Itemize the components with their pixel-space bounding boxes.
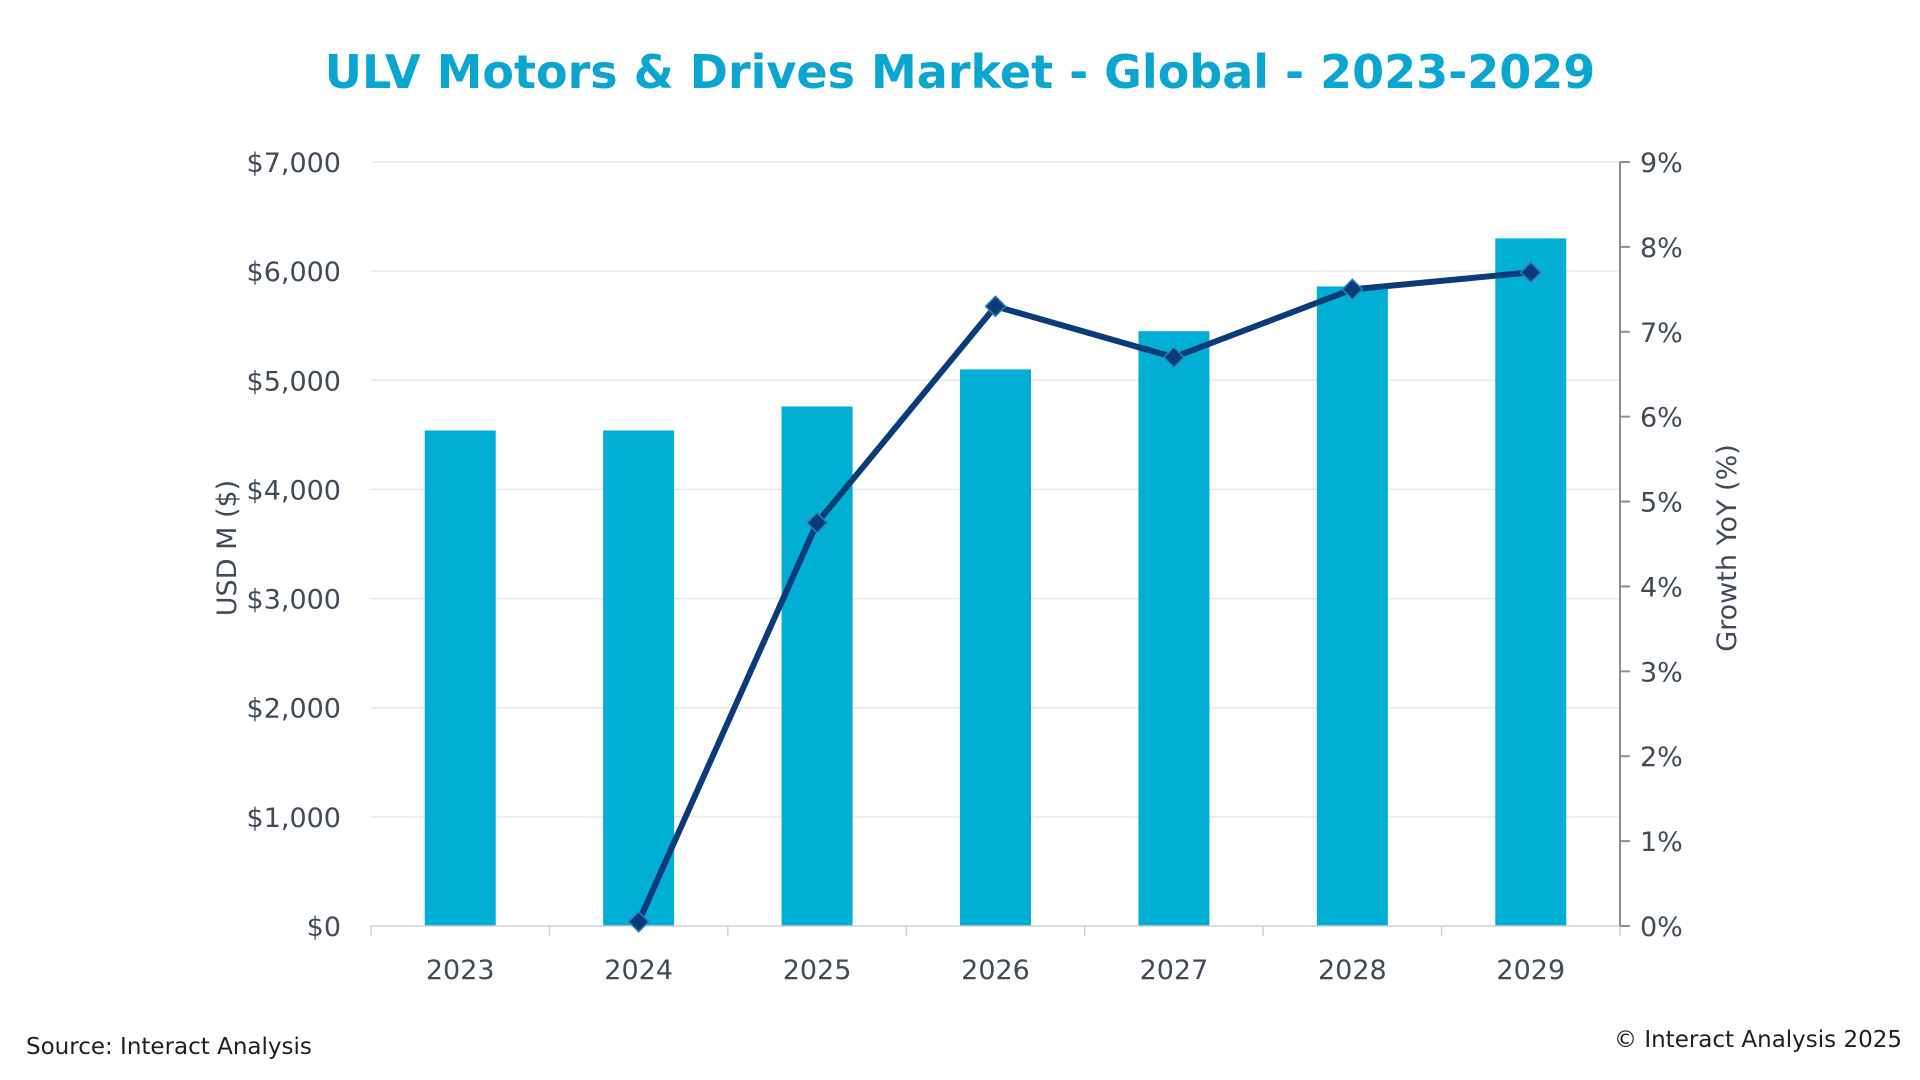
bar-2027 <box>1138 331 1210 927</box>
bar-2023 <box>424 430 496 926</box>
x-tick-label: 2028 <box>1318 955 1387 986</box>
right-axis-ticks: 0% 1% 2% 3% 4% 5% 6% 7% 8% 9% <box>1640 148 1683 943</box>
growth-marker-2027 <box>1162 346 1185 369</box>
x-tick-label: 2025 <box>783 955 852 986</box>
axes <box>370 161 1630 936</box>
right-tick-label: 0% <box>1640 912 1683 943</box>
growth-marker-2028 <box>1341 278 1364 301</box>
bar-2028 <box>1316 286 1388 926</box>
x-tick-label: 2026 <box>961 955 1030 986</box>
left-tick-label: $0 <box>307 912 341 943</box>
x-tick-label: 2023 <box>426 955 495 986</box>
right-tick-label: 6% <box>1640 403 1683 434</box>
copyright-note: © Interact Analysis 2025 <box>1614 1027 1902 1053</box>
left-tick-label: $4,000 <box>247 475 341 506</box>
x-tick-label: 2027 <box>1140 955 1209 986</box>
source-note: Source: Interact Analysis <box>26 1034 312 1060</box>
x-axis-ticks: 2023 2024 2025 2026 2027 2028 2029 <box>426 955 1565 986</box>
left-tick-label: $3,000 <box>247 585 341 616</box>
bar-2025 <box>781 406 853 927</box>
left-axis-ticks: $0 $1,000 $2,000 $3,000 $4,000 $5,000 $6,000 $7… <box>247 148 341 943</box>
right-axis-title: Growth YoY (%) <box>1712 444 1743 652</box>
bar-series <box>424 238 1567 927</box>
right-tick-label: 8% <box>1640 233 1683 264</box>
left-tick-label: $1,000 <box>247 803 341 834</box>
right-tick-label: 9% <box>1640 148 1683 179</box>
growth-marker-2029 <box>1519 261 1542 284</box>
right-tick-label: 2% <box>1640 742 1683 773</box>
bar-2026 <box>960 369 1031 926</box>
growth-marker-2026 <box>984 295 1007 318</box>
right-tick-label: 7% <box>1640 318 1683 349</box>
right-tick-label: 5% <box>1640 488 1683 519</box>
left-tick-label: $7,000 <box>247 148 341 179</box>
growth-marker-2025 <box>806 511 829 534</box>
right-tick-label: 3% <box>1640 657 1683 688</box>
x-tick-label: 2024 <box>604 955 673 986</box>
left-tick-label: $6,000 <box>247 257 341 288</box>
growth-line-series <box>627 261 1542 933</box>
growth-line <box>635 269 1534 925</box>
left-tick-label: $2,000 <box>247 694 341 725</box>
right-tick-label: 4% <box>1640 572 1683 603</box>
bar-2029 <box>1495 238 1567 926</box>
x-tick-label: 2029 <box>1496 955 1565 986</box>
left-tick-label: $5,000 <box>247 366 341 397</box>
right-tick-label: 1% <box>1640 827 1683 858</box>
growth-marker-2024 <box>627 910 650 933</box>
chart-title: ULV Motors & Drives Market - Global - 20… <box>325 45 1596 99</box>
left-axis-title: USD M ($) <box>212 480 243 616</box>
bar-2024 <box>603 430 675 926</box>
